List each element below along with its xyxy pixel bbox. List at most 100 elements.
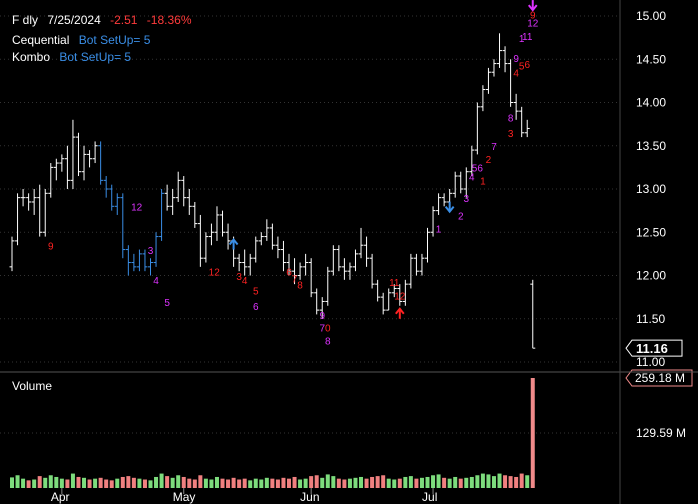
volume-bar: [309, 476, 314, 488]
price-bar: [114, 193, 120, 215]
price-bar: [103, 176, 109, 198]
price-bar: [125, 245, 131, 276]
volume-bar: [10, 477, 14, 488]
price-bar: [303, 253, 309, 276]
price-tick-label: 14.50: [636, 52, 666, 66]
price-bar: [491, 59, 497, 77]
volume-bar: [325, 474, 330, 488]
price-bar: [469, 145, 475, 177]
volume-bar: [165, 476, 170, 488]
volume-bar: [375, 476, 380, 488]
price-bar: [297, 262, 303, 280]
price-tick-label: 11.00: [636, 355, 665, 369]
price-bar: [319, 297, 325, 319]
price-bar: [53, 158, 59, 181]
price-bar: [524, 119, 530, 138]
price-bar: [214, 206, 220, 241]
volume-bar: [192, 479, 197, 488]
volume-bar: [159, 473, 164, 488]
volume-bar: [514, 476, 519, 488]
price-bar: [264, 219, 270, 241]
setup-count-label: 8: [325, 337, 331, 348]
price-bar: [75, 132, 81, 177]
setup-count-label: 7: [319, 324, 325, 335]
price-bar: [258, 232, 264, 246]
buy-arrow-icon: [395, 307, 405, 319]
price-bar: [508, 59, 514, 107]
price-bar: [203, 232, 209, 263]
volume-bar: [519, 473, 524, 488]
volume-bar: [198, 475, 203, 488]
price-bar: [120, 193, 126, 259]
setup-count-label: 12: [527, 18, 539, 29]
setup-count-label: 0: [325, 324, 331, 335]
volume-bar: [281, 477, 286, 488]
price-bar: [397, 284, 403, 306]
volume-bar: [292, 476, 297, 488]
price-bar: [242, 249, 248, 276]
volume-bar: [336, 478, 341, 488]
price-bar: [502, 46, 508, 73]
volume-bar: [331, 476, 336, 488]
volume-bar: [76, 476, 81, 488]
volume-bar: [436, 474, 441, 488]
volume-bar: [104, 479, 109, 488]
volume-bar: [469, 476, 474, 488]
setup-count-label: 2: [486, 155, 492, 166]
volume-bar: [154, 476, 159, 488]
volume-bar: [525, 475, 530, 488]
price-bar: [92, 141, 98, 164]
volume-bar: [187, 478, 192, 488]
change-value: -2.51: [110, 13, 138, 27]
price-bar: [87, 150, 93, 168]
volume-bar: [408, 476, 413, 488]
volume-bar: [142, 479, 147, 488]
volume-bar: [237, 479, 242, 488]
volume-bar: [270, 478, 275, 488]
setup-count-label: 3: [463, 194, 469, 205]
volume-bar: [15, 475, 20, 488]
volume-bar: [137, 478, 142, 488]
volume-bar: [425, 476, 430, 488]
price-bar: [20, 189, 26, 207]
volume-bar: [386, 478, 391, 488]
volume-bar: [59, 478, 64, 488]
price-bar: [136, 249, 142, 272]
price-bar: [292, 258, 298, 285]
volume-bar: [82, 477, 87, 488]
price-bar: [280, 240, 286, 272]
volume-bar: [392, 479, 397, 488]
setup-count-label: 4: [513, 69, 519, 80]
volume-bar: [264, 477, 269, 488]
last-volume-box: [625, 369, 693, 387]
cequential-value: Bot SetUp= 5: [78, 33, 151, 47]
volume-bar: [32, 479, 37, 488]
setup-count-label: 8: [508, 114, 514, 125]
price-bar: [197, 214, 203, 267]
price-bar: [341, 258, 347, 280]
volume-bar: [314, 475, 319, 488]
volume-bar: [220, 478, 225, 488]
volume-bar: [320, 477, 325, 488]
price-tick-label: 12.50: [636, 225, 666, 239]
price-bar: [463, 167, 469, 198]
volume-bar: [370, 476, 375, 488]
volume-bar: [458, 478, 463, 488]
price-bar: [98, 141, 104, 185]
volume-bar: [43, 477, 48, 488]
volume-bar: [70, 473, 75, 488]
volume-bar: [170, 477, 175, 488]
volume-bar: [342, 479, 347, 488]
price-bar: [474, 102, 480, 155]
volume-bar: [87, 479, 92, 488]
setup-count-label: 11: [522, 32, 533, 43]
setup-count-label: 11: [389, 278, 400, 289]
volume-bar: [253, 478, 258, 488]
price-bar: [386, 288, 392, 311]
volume-bar: [508, 476, 513, 488]
volume-bar: [126, 476, 131, 488]
setup-count-label: 2: [458, 211, 464, 222]
buy-arrow-icon: [228, 237, 239, 250]
price-bar: [164, 184, 170, 211]
